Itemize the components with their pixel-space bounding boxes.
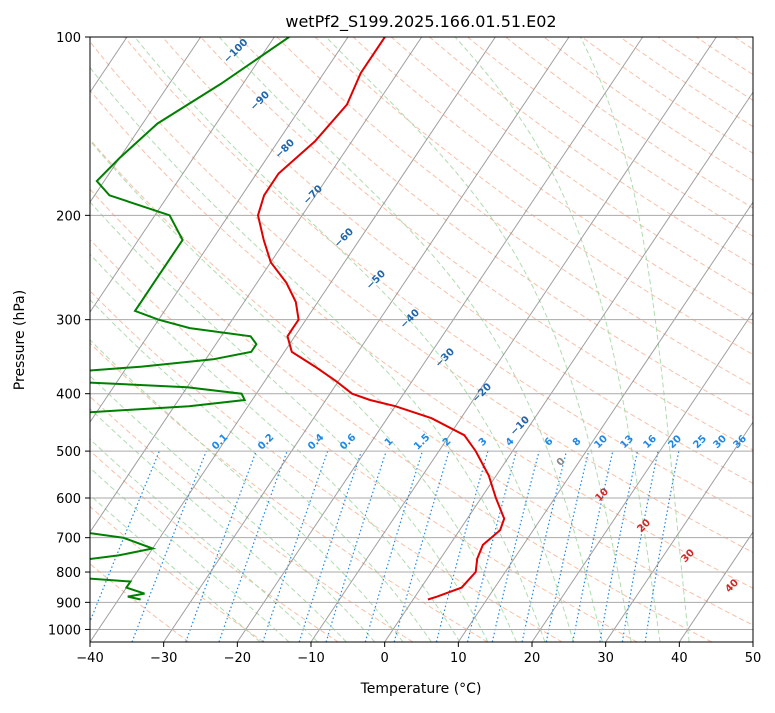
y-tick-label: 1000 xyxy=(48,623,81,638)
x-tick-label: −40 xyxy=(76,651,103,666)
x-tick-label: −10 xyxy=(297,651,324,666)
y-tick-label: 200 xyxy=(56,209,81,224)
x-tick-label: 0 xyxy=(381,651,389,666)
x-tick-label: −30 xyxy=(150,651,177,666)
x-tick-label: 50 xyxy=(745,651,762,666)
y-tick-label: 500 xyxy=(56,445,81,460)
y-tick-label: 600 xyxy=(56,492,81,507)
x-tick-label: −20 xyxy=(224,651,251,666)
y-tick-label: 700 xyxy=(56,532,81,547)
x-tick-label: 20 xyxy=(524,651,541,666)
chart-title: wetPf2_S199.2025.166.01.51.E02 xyxy=(285,12,556,32)
x-axis-label: Temperature (°C) xyxy=(360,681,482,697)
y-tick-label: 800 xyxy=(56,566,81,581)
y-tick-label: 900 xyxy=(56,596,81,611)
x-tick-label: 10 xyxy=(450,651,467,666)
y-axis-label: Pressure (hPa) xyxy=(12,290,28,390)
y-tick-label: 300 xyxy=(56,314,81,329)
x-tick-label: 40 xyxy=(671,651,688,666)
y-tick-label: 400 xyxy=(56,388,81,403)
x-tick-label: 30 xyxy=(597,651,614,666)
y-tick-label: 100 xyxy=(56,31,81,46)
